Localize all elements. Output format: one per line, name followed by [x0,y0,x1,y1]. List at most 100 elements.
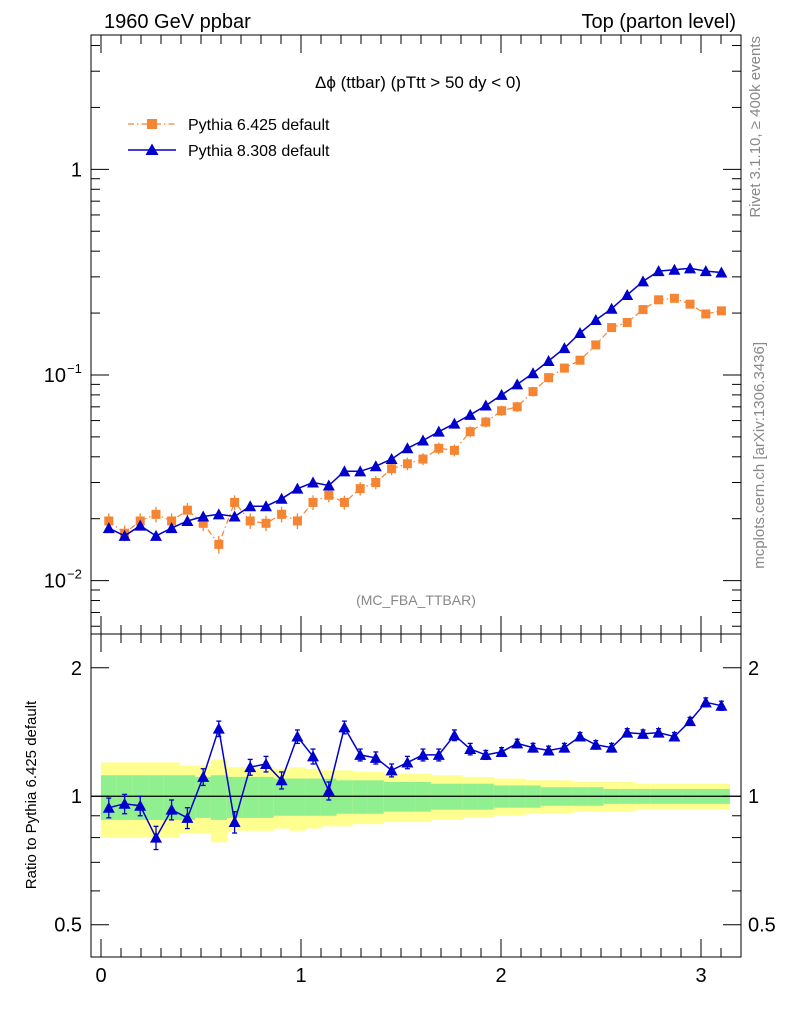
ratio-point-pythia8 [338,721,351,733]
uncertainty-band-inner [148,775,165,820]
ratio-series-layer [102,696,728,851]
data-point-pythia6 [669,293,679,303]
ratio-point-pythia8 [684,715,696,727]
ratio-line-pythia8 [108,701,722,840]
y-tick-label-exponent: −2 [67,567,82,582]
data-point-pythia8 [542,354,555,366]
data-point-pythia8 [715,266,728,278]
ratio-point-pythia8 [637,727,649,739]
data-point-pythia8 [684,262,696,274]
ratio-point-pythia8 [511,737,524,749]
ratio-point-pythia8 [354,748,367,760]
data-point-pythia8 [181,514,194,526]
data-point-pythia6 [339,497,349,507]
data-point-pythia6 [544,373,554,383]
x-tick-label: 3 [695,965,706,987]
data-point-pythia8 [464,408,477,420]
data-point-pythia8 [118,529,131,541]
ratio-y-tick-label-left: 1 [71,786,82,808]
ratio-frame [90,633,742,958]
legend-marker-pythia8 [145,143,159,155]
data-point-pythia8 [495,388,508,400]
ratio-point-pythia8 [589,738,602,750]
y-tick-label: 10 [44,365,66,387]
series-line-pythia8 [108,267,722,537]
legend-label-pythia6: Pythia 6.425 default [188,117,330,134]
data-point-pythia6 [402,459,412,469]
ratio-ylabel: Ratio to Pythia 6.425 default [23,700,40,889]
ratio-y-tick-label-right: 2 [748,658,759,680]
x-tick-label: 2 [495,965,506,987]
data-point-pythia8 [621,288,634,300]
ratio-point-pythia8 [307,750,319,762]
data-point-pythia6 [214,539,224,549]
data-point-pythia8 [479,399,492,411]
ratio-point-pythia8 [102,801,115,813]
data-point-pythia6 [355,484,365,494]
data-point-pythia6 [607,323,617,333]
data-point-pythia8 [369,460,382,472]
uncertainty-band-inner [289,778,306,816]
data-point-pythia6 [418,454,428,464]
data-point-pythia6 [685,299,695,309]
ratio-y-tick-label-left: 0.5 [54,915,82,937]
legend-marker-pythia6 [147,119,157,129]
data-point-pythia8 [322,479,335,491]
y-tick-label-exponent: −1 [67,361,82,376]
ratio-point-pythia8 [605,741,618,753]
data-point-pythia6 [701,309,711,319]
uncertainty-band-inner [305,778,322,816]
ratio-point-pythia8 [275,774,288,786]
data-point-pythia6 [324,490,334,500]
data-point-pythia6 [575,355,585,365]
data-point-pythia8 [338,465,351,477]
watermark: (MC_FBA_TTBAR) [356,592,476,608]
header-right: Top (parton level) [581,11,736,33]
legend-label-pythia8: Pythia 8.308 default [188,143,330,160]
ratio-point-pythia8 [165,803,178,815]
ratio-point-pythia8 [699,696,712,708]
data-point-pythia8 [558,342,571,354]
ratio-point-pythia8 [134,799,147,811]
data-point-pythia6 [465,427,475,437]
uncertainty-band-inner [179,775,196,820]
data-point-pythia6 [559,363,569,373]
data-point-pythia8 [401,442,414,454]
y-tick-label: 10 [44,571,66,593]
data-point-pythia8 [448,417,461,429]
uncertainty-band-inner [242,776,259,818]
ratio-point-pythia8 [244,761,257,773]
ratio-panel [91,759,741,843]
ratio-point-pythia8 [479,748,492,760]
ratio-point-pythia8 [574,730,586,742]
data-point-pythia6 [387,464,397,474]
main-axes: 110−110−2 [44,35,741,634]
uncertainty-band-inner [163,775,181,820]
data-point-pythia8 [165,522,178,534]
ratio-point-pythia8 [652,726,665,738]
data-point-pythia6 [528,387,538,397]
data-point-pythia6 [434,443,444,453]
data-point-pythia6 [198,518,208,528]
data-point-pythia8 [417,434,429,446]
mcplots-label: mcplots.cern.ch [arXiv:1306.3436] [751,342,768,569]
y-tick-label: 1 [71,159,82,181]
ratio-point-pythia8 [448,729,461,741]
data-point-pythia8 [699,265,712,277]
uncertainty-band-inner [367,780,385,814]
data-point-pythia8 [307,476,319,488]
ratio-point-pythia8 [715,699,728,711]
ratio-y-tick-label-right: 1 [748,786,759,808]
data-point-pythia8 [244,500,257,512]
data-point-pythia6 [716,306,726,316]
x-tick-label: 0 [95,965,106,987]
ratio-point-pythia8 [322,784,335,796]
ratio-point-pythia8 [495,745,508,757]
ratio-y-tick-label-left: 2 [71,658,82,680]
ratio-point-pythia8 [260,758,272,770]
data-point-pythia6 [481,417,491,427]
ratio-point-pythia8 [291,730,304,742]
ratio-point-pythia8 [197,770,210,782]
data-point-pythia8 [134,519,147,531]
ratio-point-pythia8 [558,741,571,753]
